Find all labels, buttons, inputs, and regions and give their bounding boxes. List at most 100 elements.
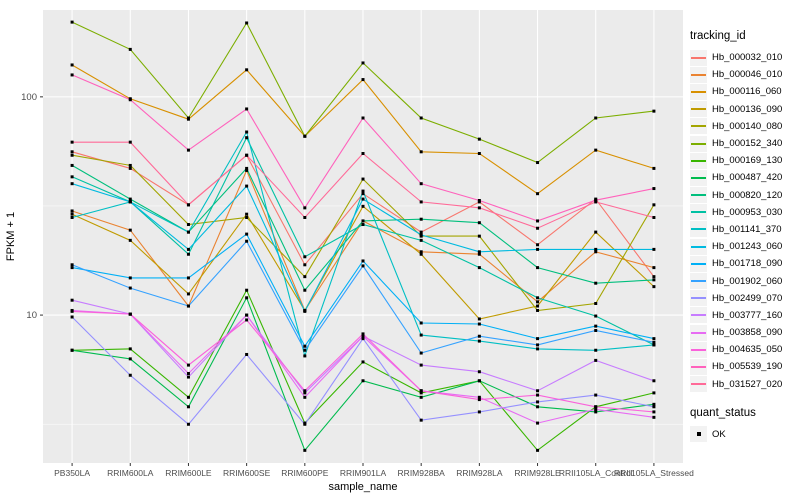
data-point <box>128 140 132 144</box>
legend-item: Hb_000169_130 <box>690 152 798 169</box>
x-tick-label: RRIM600SE <box>223 468 271 478</box>
data-point <box>70 182 74 186</box>
legend-item: Hb_000487_420 <box>690 169 798 186</box>
data-point <box>477 152 481 156</box>
data-point <box>303 263 307 267</box>
legend-key-swatch <box>690 152 707 169</box>
data-point <box>419 116 423 120</box>
data-point <box>128 312 132 316</box>
data-point <box>652 337 656 341</box>
data-point <box>186 371 190 375</box>
data-point <box>303 275 307 279</box>
data-point <box>128 286 132 290</box>
x-tick-label: RRIM901LA <box>340 468 387 478</box>
legend-item-label: Hb_000032_010 <box>712 52 783 64</box>
series-color-line-icon <box>691 297 706 300</box>
data-point <box>361 259 365 263</box>
legend-title-quant-status: quant_status <box>690 406 756 419</box>
data-point <box>303 448 307 452</box>
data-point <box>536 243 540 247</box>
data-point <box>419 252 423 256</box>
legend-item-label: Hb_003777_160 <box>712 309 783 321</box>
data-point <box>303 389 307 393</box>
legend-key-swatch <box>690 101 707 118</box>
legend-item: Hb_001902_060 <box>690 272 798 290</box>
data-point <box>419 395 423 399</box>
legend-key-swatch <box>690 169 707 186</box>
legend-item: Hb_005539_190 <box>690 358 798 375</box>
legend-key-swatch <box>690 204 707 221</box>
series-color-line-icon <box>691 262 706 265</box>
legend-item: Hb_000820_120 <box>690 187 798 204</box>
data-point <box>70 266 74 270</box>
data-point <box>361 337 365 341</box>
data-point <box>70 309 74 313</box>
data-point <box>419 321 423 325</box>
legend-item-label: Hb_001243_060 <box>712 241 783 253</box>
data-point <box>303 288 307 292</box>
x-tick-label: RRIM600LE <box>165 468 212 478</box>
x-tick-label: RRII105LA_Stressed <box>614 468 694 478</box>
data-point <box>303 395 307 399</box>
legend-key-swatch <box>690 66 707 83</box>
legend-item: Hb_001718_090 <box>690 255 798 272</box>
data-point <box>477 221 481 225</box>
legend-item: Hb_001141_370 <box>690 221 798 238</box>
data-point <box>652 278 656 282</box>
data-point <box>245 166 249 170</box>
data-point <box>477 398 481 402</box>
data-point <box>245 212 249 216</box>
data-point <box>245 21 249 25</box>
data-point <box>361 219 365 223</box>
data-point <box>477 252 481 256</box>
data-point <box>594 407 598 411</box>
data-point <box>186 395 190 399</box>
series-color-line-icon <box>691 125 706 128</box>
data-point <box>594 328 598 332</box>
data-point <box>652 343 656 347</box>
data-point <box>128 373 132 377</box>
legend-item: Hb_000046_010 <box>690 66 798 83</box>
data-point <box>245 239 249 243</box>
data-point <box>361 197 365 201</box>
data-point <box>419 333 423 337</box>
data-point <box>186 203 190 207</box>
data-point <box>419 238 423 242</box>
data-point <box>594 200 598 204</box>
data-point <box>419 418 423 422</box>
data-point <box>128 357 132 361</box>
data-point <box>128 197 132 201</box>
legend-key-swatch <box>690 238 707 255</box>
data-point <box>303 134 307 138</box>
data-point <box>70 215 74 219</box>
data-point <box>186 247 190 251</box>
data-point <box>652 402 656 406</box>
data-point <box>652 247 656 251</box>
data-point <box>652 166 656 170</box>
data-point <box>245 68 249 72</box>
axis-ticks <box>40 96 655 466</box>
x-tick-label: RRIM600PE <box>281 468 329 478</box>
data-point <box>536 337 540 341</box>
data-point <box>419 182 423 186</box>
legend-item-label: Hb_004635_050 <box>712 344 783 356</box>
data-point <box>594 314 598 318</box>
data-point <box>245 130 249 134</box>
data-point <box>361 192 365 196</box>
series-color-line-icon <box>691 108 706 111</box>
data-point <box>536 300 540 304</box>
y-tick-label: 10 <box>26 310 37 321</box>
series-color-line-icon <box>691 383 706 386</box>
legend-item-label: Hb_000169_130 <box>712 155 783 167</box>
data-point <box>419 363 423 367</box>
data-point <box>536 296 540 300</box>
data-point <box>128 163 132 167</box>
x-tick-label: RRIM928LA <box>456 468 503 478</box>
legend-key-swatch <box>690 49 707 66</box>
data-point <box>303 215 307 219</box>
data-point <box>536 161 540 165</box>
legend-key-swatch <box>690 255 707 272</box>
data-point <box>594 281 598 285</box>
data-point <box>594 198 598 202</box>
data-point <box>419 389 423 393</box>
